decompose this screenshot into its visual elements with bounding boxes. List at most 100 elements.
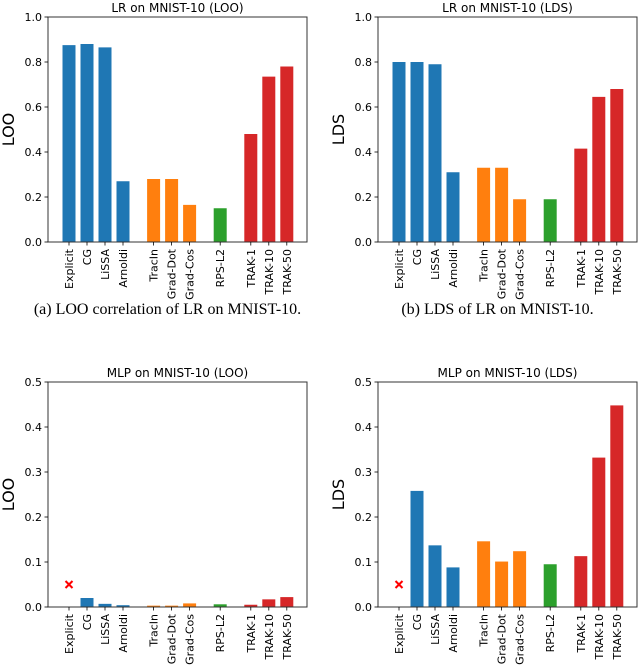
x-tick-label: Arnoldi [117, 614, 130, 653]
x-tick-label: Grad-Dot [166, 248, 179, 299]
bar-trak-1 [574, 148, 588, 243]
axes-frame [377, 381, 638, 608]
x-tick-label: Explicit [63, 613, 76, 654]
x-tick-label: TRAK-10 [263, 249, 276, 295]
y-tick-label: 0.1 [355, 556, 373, 569]
chart-panel-4: 0.0 0.1 0.2 0.3 0.4 0.5 Explicit CG LiSSA Arnoldi… [329, 366, 638, 665]
x-tick-label: TracIn [478, 614, 491, 648]
chart-title: LR on MNIST-10 (LDS) [442, 1, 573, 15]
y-axis-label: LOO [0, 113, 18, 147]
x-tick-label: TRAK-50 [281, 249, 294, 295]
y-tick-label: 0.6 [355, 101, 373, 114]
x-tick-label: TRAK-1 [245, 614, 258, 653]
unavailable-marker-x [394, 580, 404, 589]
x-tick-label: CG [411, 249, 424, 265]
x-tick-label: CG [81, 249, 94, 265]
x-tick-label: TRAK-1 [575, 614, 588, 653]
x-tick-label: Grad-Dot [496, 248, 509, 299]
bar-grad-dot [165, 605, 179, 607]
chart-panel-3: 0.0 0.1 0.2 0.3 0.4 0.5 Explicit CG LiSSA Arnoldi… [0, 366, 308, 665]
y-tick-label: 0.0 [355, 601, 373, 614]
x-tick-label: Grad-Cos [184, 614, 197, 665]
y-axis-label: LDS [329, 479, 348, 510]
y-tick-label: 0.0 [355, 236, 373, 249]
x-tick-label: TRAK-1 [575, 249, 588, 288]
y-tick-label: 0.3 [25, 466, 43, 479]
bar-trak-50 [610, 405, 624, 607]
y-tick-label: 0.2 [355, 191, 373, 204]
bar-arnoldi [116, 605, 130, 607]
axes-frame [47, 16, 308, 243]
bar-arnoldi [446, 172, 460, 242]
bar-grad-cos [513, 199, 527, 242]
bar-trak-1 [574, 556, 588, 607]
bar-trak-10 [592, 457, 606, 607]
y-tick-label: 0.6 [25, 101, 43, 114]
bar-rps-l2 [543, 564, 557, 607]
y-tick-label: 1.0 [25, 11, 43, 24]
bar-cg [80, 44, 94, 242]
marker-stroke [394, 580, 404, 589]
bar-trak-10 [592, 96, 606, 243]
x-tick-label: Grad-Cos [514, 249, 527, 300]
bar-trak-1 [244, 604, 258, 607]
x-tick-label: Grad-Cos [184, 249, 197, 300]
x-tick-label: TracIn [478, 249, 491, 283]
y-tick-label: 0.0 [25, 236, 43, 249]
x-tick-label: Arnoldi [447, 249, 460, 288]
x-tick-label: Arnoldi [447, 614, 460, 653]
bar-tracin [477, 167, 491, 242]
x-tick-label: LiSSA [429, 614, 442, 645]
x-tick-label: LiSSA [99, 614, 112, 645]
y-tick-label: 0.3 [355, 466, 373, 479]
x-tick-label: LiSSA [99, 249, 112, 280]
bar-cg [410, 62, 424, 242]
y-axis-label: LOO [0, 478, 18, 512]
chart-title: MLP on MNIST-10 (LOO) [107, 366, 249, 380]
bar-arnoldi [116, 181, 130, 242]
bar-trak-50 [280, 597, 294, 607]
x-tick-label: TracIn [148, 249, 161, 283]
bar-trak-50 [280, 66, 294, 242]
x-tick-label: TRAK-50 [611, 249, 624, 295]
bar-trak-1 [244, 134, 258, 242]
x-tick-label: TRAK-10 [593, 614, 606, 660]
bar-grad-dot [495, 167, 509, 242]
bar-rps-l2 [543, 199, 557, 242]
x-tick-label: CG [411, 614, 424, 630]
bar-tracin [147, 605, 161, 607]
x-tick-label: Arnoldi [117, 249, 130, 288]
x-tick-label: RPS-L2 [544, 614, 557, 652]
bar-trak-10 [262, 76, 276, 243]
x-tick-label: Explicit [393, 613, 406, 654]
y-tick-label: 0.2 [25, 511, 43, 524]
bar-tracin [477, 541, 491, 607]
bar-lissa [428, 64, 442, 242]
x-tick-label: Grad-Cos [514, 614, 527, 665]
bar-trak-10 [262, 599, 276, 607]
figure-caption: (b) LDS of LR on MNIST-10. [401, 301, 593, 318]
bar-explicit [392, 62, 406, 242]
y-tick-label: 0.5 [355, 376, 373, 389]
bar-grad-dot [495, 561, 509, 607]
x-tick-label: Grad-Dot [166, 613, 179, 664]
axes-frame [377, 16, 638, 243]
x-tick-label: TracIn [148, 614, 161, 648]
marker-stroke [64, 580, 74, 589]
y-tick-label: 0.4 [355, 146, 373, 159]
bar-grad-cos [183, 603, 197, 607]
bar-arnoldi [446, 567, 460, 607]
x-tick-label: RPS-L2 [214, 614, 227, 652]
bar-lissa [98, 47, 112, 243]
y-tick-label: 0.4 [25, 146, 43, 159]
x-tick-label: TRAK-1 [245, 249, 258, 288]
x-tick-label: TRAK-50 [281, 614, 294, 660]
y-tick-label: 0.2 [355, 511, 373, 524]
unavailable-marker-x [64, 580, 74, 589]
y-tick-label: 0.8 [25, 56, 43, 69]
x-tick-label: RPS-L2 [544, 249, 557, 287]
x-tick-label: TRAK-50 [611, 614, 624, 660]
axes-frame [47, 381, 308, 608]
bar-grad-cos [183, 204, 197, 243]
y-axis-label: LDS [329, 114, 348, 145]
